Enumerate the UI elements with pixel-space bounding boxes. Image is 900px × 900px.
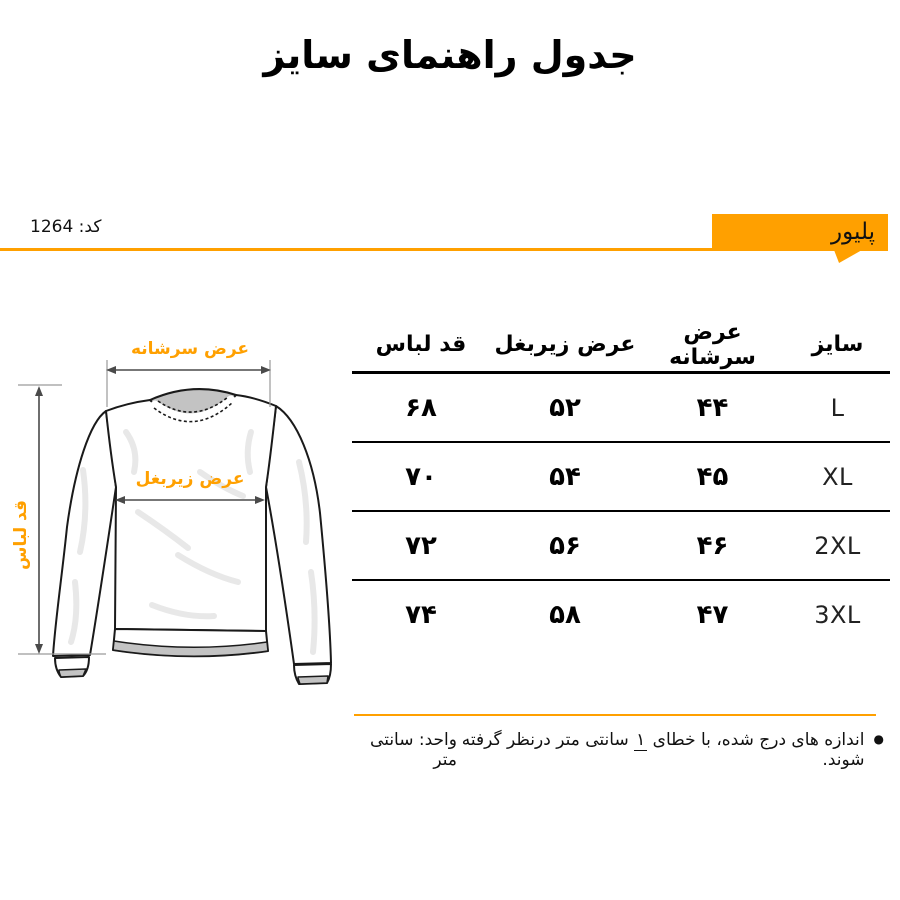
shoulder-width-label: عرض سرشانه <box>131 339 249 359</box>
garment-length-label: قد لباس <box>11 500 31 570</box>
footer-note: ● اندازه های درج شده، با خطای ۱ سانتی مت… <box>352 730 884 770</box>
cell-length: ۷۴ <box>405 599 437 630</box>
unit-text: واحد: سانتی متر <box>370 730 457 770</box>
underarm-width-label: عرض زیربغل <box>136 469 245 489</box>
size-table: سایز عرض سرشانه عرض زیربغل قد لباس L ۴۴ … <box>352 318 890 648</box>
cell-shoulder: ۴۵ <box>696 461 729 492</box>
table-row: XL ۴۵ ۵۴ ۷۰ <box>352 443 890 512</box>
bullet-icon: ● <box>873 732 884 746</box>
product-tag-tail <box>834 250 862 263</box>
footer-divider-line <box>354 714 876 716</box>
sweater-diagram: عرض سرشانه عرض زیربغل قد لباس <box>11 339 332 685</box>
product-code: کد: 1264 <box>30 217 102 237</box>
cell-underarm: ۵۴ <box>549 461 581 492</box>
header-length: قد لباس <box>375 332 467 357</box>
tolerance-number: ۱ <box>634 730 648 751</box>
header-size: سایز <box>811 332 864 357</box>
table-row: 3XL ۴۷ ۵۸ ۷۴ <box>352 581 890 648</box>
collar-stitch-inner <box>157 396 229 413</box>
cell-shoulder: ۴۷ <box>696 599 729 630</box>
header-shoulder: عرض سرشانه <box>669 319 756 370</box>
fabric-wrinkles <box>68 429 318 655</box>
cell-length: ۷۲ <box>405 530 437 561</box>
collar-stitch-outer <box>153 401 234 423</box>
garment-length-measure: قد لباس <box>11 384 106 655</box>
cell-size: 2XL <box>814 531 861 560</box>
product-tag-label: پلیور <box>831 218 875 245</box>
cell-shoulder: ۴۶ <box>696 530 729 561</box>
cell-underarm: ۵۸ <box>549 599 581 630</box>
cell-size: L <box>830 393 845 422</box>
cell-length: ۶۸ <box>405 392 437 423</box>
header-underarm: عرض زیربغل <box>494 332 636 357</box>
left-cuff-shadow <box>58 668 87 678</box>
collar-rib-band <box>150 395 236 423</box>
right-cuff-shadow <box>297 675 329 685</box>
table-header-row: سایز عرض سرشانه عرض زیربغل قد لباس <box>352 318 890 374</box>
hem-shadow <box>112 640 269 658</box>
cell-underarm: ۵۲ <box>549 392 581 423</box>
cell-length: ۷۰ <box>405 461 437 492</box>
cell-size: 3XL <box>814 600 861 629</box>
cell-underarm: ۵۶ <box>549 530 581 561</box>
cell-size: XL <box>822 462 853 491</box>
note-text: اندازه های درج شده، با خطای ۱ سانتی متر … <box>461 730 865 770</box>
table-row: 2XL ۴۶ ۵۶ ۷۲ <box>352 512 890 581</box>
banner-divider-line <box>0 248 714 251</box>
page-title: جدول راهنمای سایز <box>263 33 637 77</box>
shoulder-width-measure: عرض سرشانه <box>106 339 271 407</box>
product-tag: پلیور <box>712 214 888 251</box>
cell-shoulder: ۴۴ <box>696 392 729 423</box>
table-row: L ۴۴ ۵۲ ۶۸ <box>352 374 890 443</box>
sweater-right-sleeve <box>265 405 332 665</box>
underarm-width-measure: عرض زیربغل <box>115 469 265 504</box>
